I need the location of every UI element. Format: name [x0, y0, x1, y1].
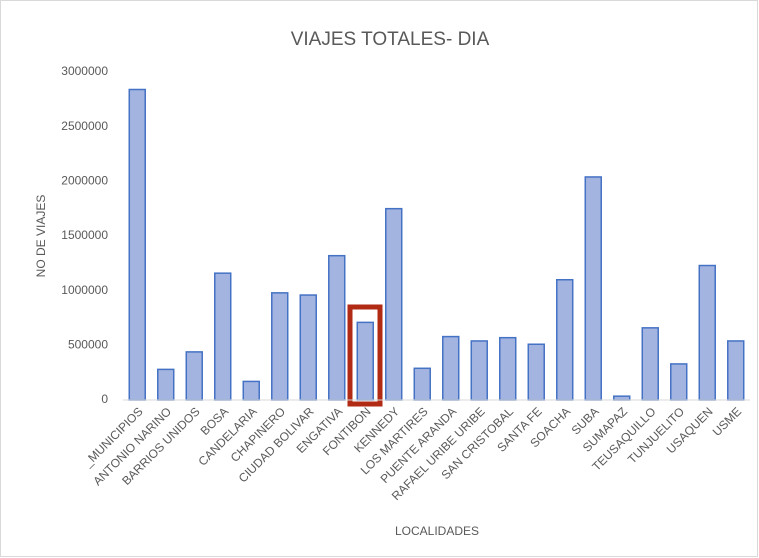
y-tick-label: 3000000 — [61, 64, 108, 78]
bar — [385, 207, 403, 401]
y-tick-label: 2500000 — [61, 119, 108, 133]
bar — [214, 272, 232, 401]
highlight-box — [347, 304, 383, 407]
bar — [556, 278, 574, 401]
bar — [527, 343, 545, 401]
bar — [128, 88, 146, 401]
bar — [613, 395, 631, 401]
y-axis-title: NO DE VIAJES — [34, 195, 48, 278]
bar — [727, 340, 745, 401]
bar — [299, 294, 317, 401]
bar — [641, 327, 659, 401]
chart-title: VIAJES TOTALES- DIA — [291, 29, 490, 50]
y-tick-label: 1500000 — [61, 228, 108, 242]
bar — [157, 368, 175, 401]
bar — [328, 254, 346, 401]
bar — [185, 351, 203, 401]
bar — [413, 367, 431, 401]
bar — [670, 363, 688, 401]
y-tick-label: 1000000 — [61, 283, 108, 297]
bar — [698, 264, 716, 401]
y-tick-label: 500000 — [68, 338, 108, 352]
bar — [442, 335, 460, 401]
bar — [584, 176, 602, 401]
y-tick-label: 2000000 — [61, 174, 108, 188]
bar — [470, 340, 488, 401]
bar — [499, 336, 517, 401]
bar — [271, 292, 289, 401]
bar — [242, 380, 260, 401]
y-tick-label: 0 — [101, 392, 108, 406]
bar — [356, 321, 374, 401]
x-axis-title: LOCALIDADES — [395, 524, 479, 538]
